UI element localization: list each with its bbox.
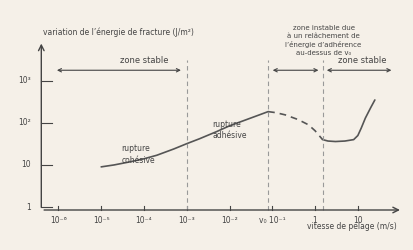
Text: 10³: 10³ bbox=[18, 76, 31, 85]
Text: 1: 1 bbox=[313, 216, 318, 225]
Text: rupture
adhésive: rupture adhésive bbox=[212, 120, 247, 140]
Text: zone stable: zone stable bbox=[338, 56, 387, 65]
Text: 10⁻³: 10⁻³ bbox=[178, 216, 195, 225]
Text: 10²: 10² bbox=[18, 118, 31, 127]
Text: 10⁻²: 10⁻² bbox=[221, 216, 238, 225]
Text: 1: 1 bbox=[26, 202, 31, 211]
Text: zone instable due
à un relâchement de
l’énergie d’adhérence
au-dessus de v₀: zone instable due à un relâchement de l’… bbox=[285, 25, 362, 56]
Text: 10: 10 bbox=[353, 216, 363, 225]
Text: 10⁻⁵: 10⁻⁵ bbox=[93, 216, 109, 225]
Text: v₀ 10⁻¹: v₀ 10⁻¹ bbox=[259, 216, 286, 225]
Text: 10: 10 bbox=[21, 160, 31, 170]
Text: rupture
cohésive: rupture cohésive bbox=[121, 144, 155, 165]
Text: zone stable: zone stable bbox=[120, 56, 168, 65]
Text: vitesse de pelage (m/s): vitesse de pelage (m/s) bbox=[307, 222, 397, 230]
Text: variation de l’énergie de fracture (J/m²): variation de l’énergie de fracture (J/m²… bbox=[43, 27, 194, 36]
Text: 10⁻⁴: 10⁻⁴ bbox=[135, 216, 152, 225]
Text: 10⁻⁶: 10⁻⁶ bbox=[50, 216, 67, 225]
